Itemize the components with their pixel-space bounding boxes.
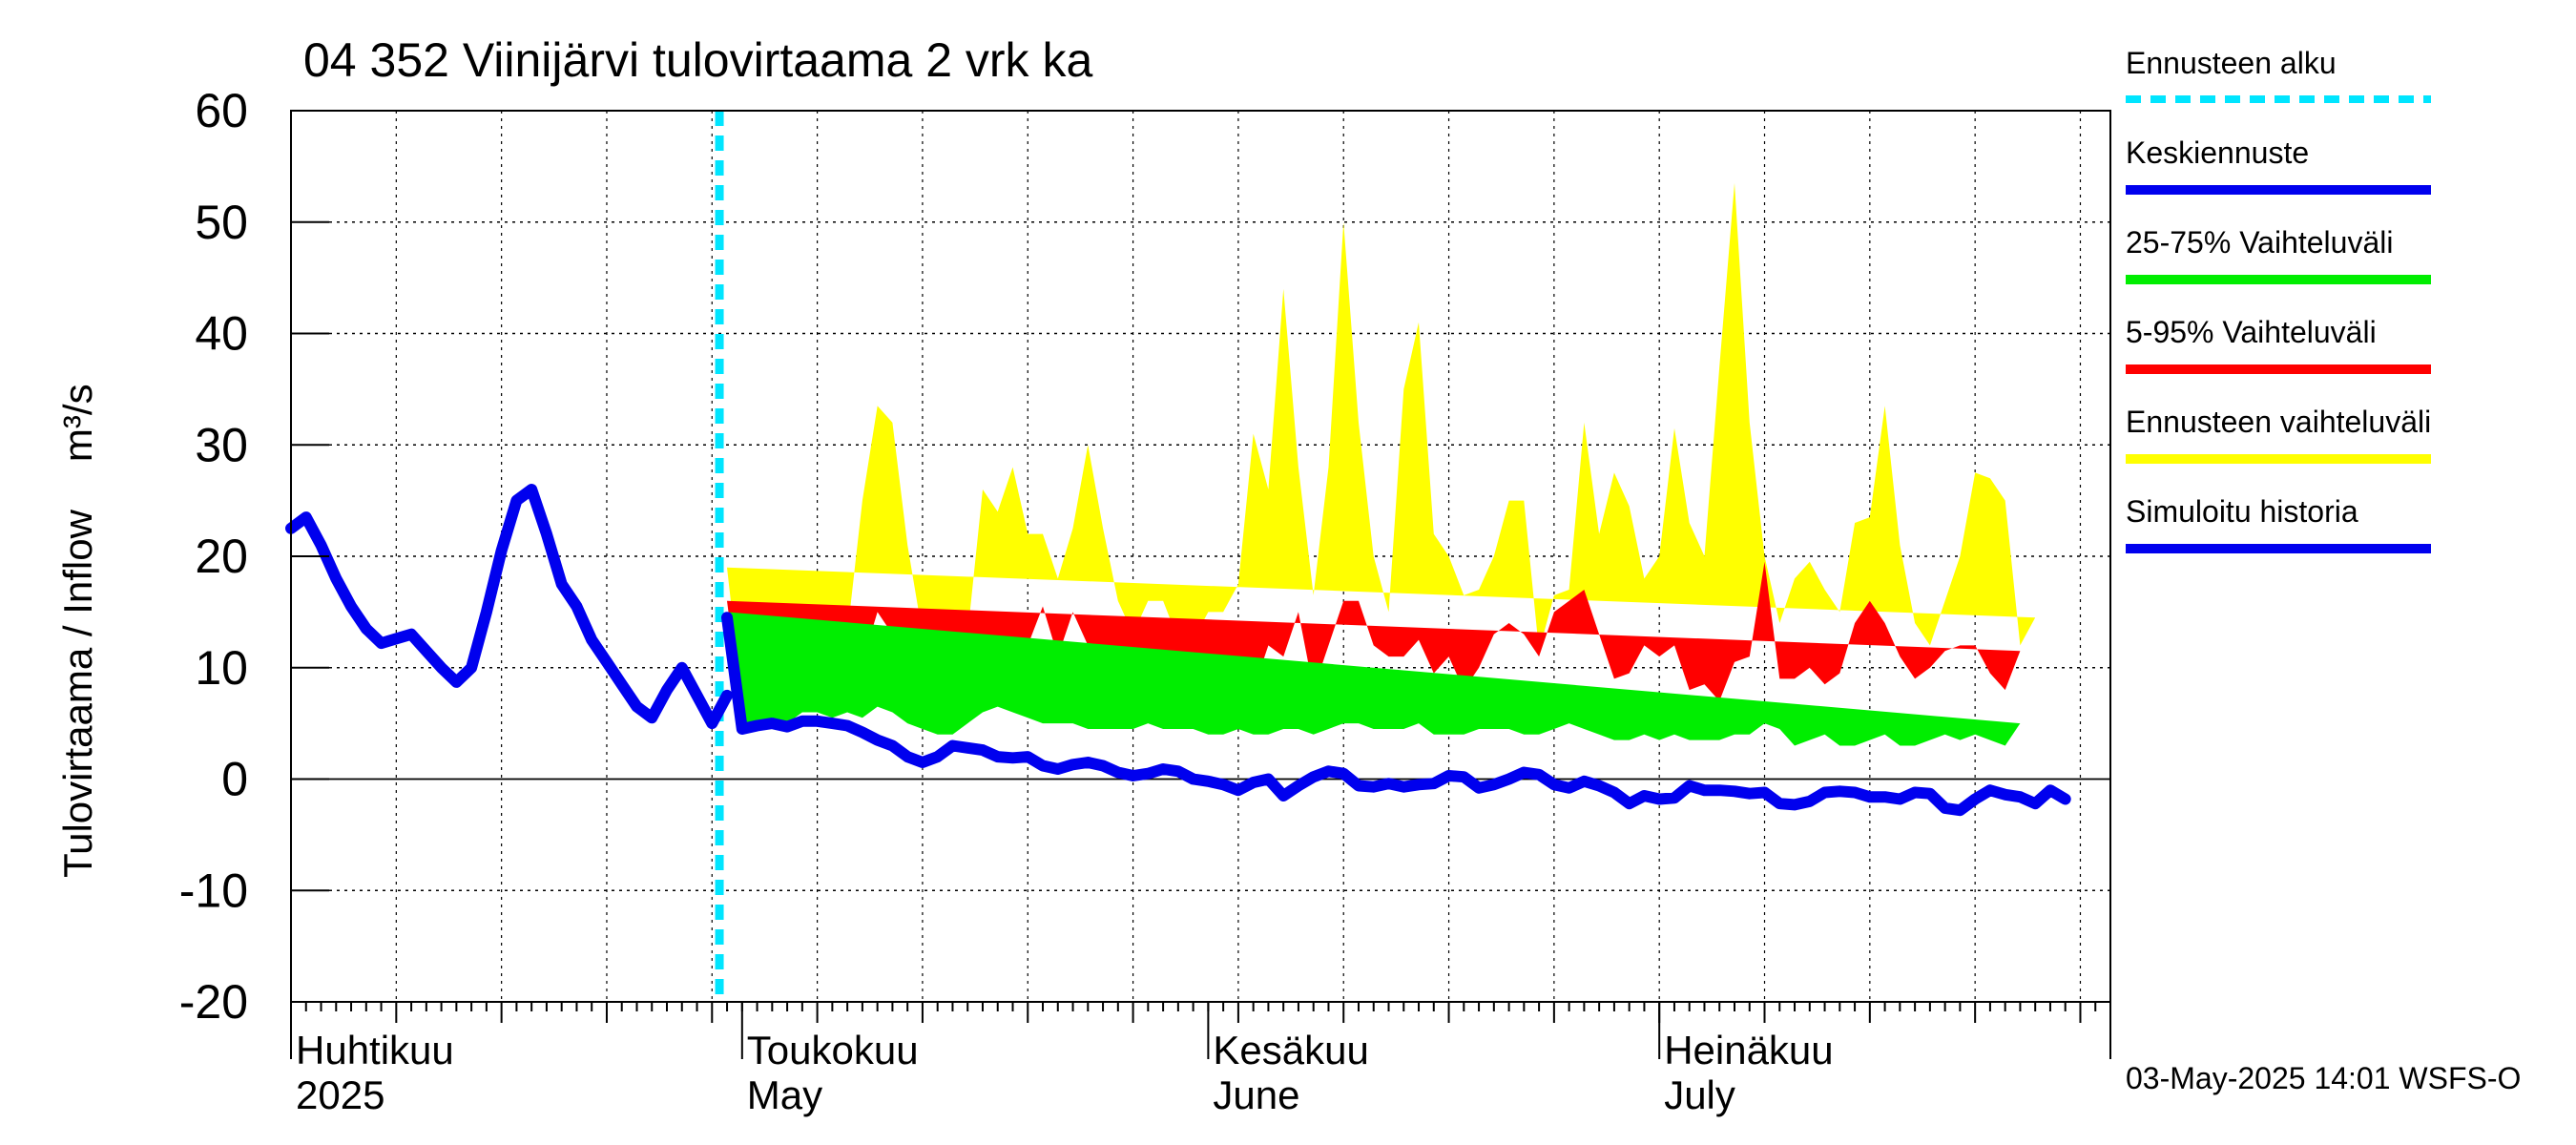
legend-item-25-75: 25-75% Vaihteluväli [2126, 225, 2441, 315]
month-label: Kesäkuu [1213, 1028, 1368, 1072]
legend-label: Keskiennuste [2126, 135, 2310, 170]
month-label: Huhtikuu [296, 1028, 454, 1072]
legend-swatch [2126, 275, 2431, 284]
y-tick-label: -20 [179, 975, 248, 1029]
month-sublabel: May [747, 1072, 822, 1117]
median-forecast-line [721, 612, 2071, 817]
legend-swatch [2126, 95, 2431, 103]
y-tick-label: 0 [221, 753, 248, 806]
history-line [285, 484, 733, 730]
month-sublabel: June [1213, 1072, 1299, 1117]
legend-label: Ennusteen vaihteluväli [2126, 405, 2432, 439]
month-sublabel: July [1664, 1072, 1735, 1117]
legend-label: 5-95% Vaihteluväli [2126, 315, 2377, 349]
legend-item-full-range: Ennusteen vaihteluväli [2126, 405, 2441, 494]
y-tick-label: 40 [195, 307, 248, 361]
legend-swatch [2126, 544, 2431, 553]
legend-swatch [2126, 185, 2431, 195]
legend-label: Simuloitu historia [2126, 494, 2358, 529]
legend-item-history: Simuloitu historia [2126, 494, 2441, 584]
band-25-75 [727, 612, 2021, 746]
legend: Ennusteen alku Keskiennuste 25-75% Vaiht… [2126, 46, 2441, 584]
band-5-95 [727, 561, 2021, 718]
month-label: Toukokuu [747, 1028, 919, 1072]
legend-swatch [2126, 454, 2431, 464]
y-tick-label: 10 [195, 641, 248, 695]
y-tick-label: 60 [195, 84, 248, 137]
y-axis-label-text: Tulovirtaama / Inflow [55, 510, 100, 878]
y-axis-label: Tulovirtaama / Inflow m³/s [55, 384, 101, 878]
y-tick-label: 30 [195, 418, 248, 471]
legend-item-forecast-start: Ennusteen alku [2126, 46, 2441, 135]
y-tick-label: 20 [195, 530, 248, 583]
legend-item-5-95: 5-95% Vaihteluväli [2126, 315, 2441, 405]
legend-label: Ennusteen alku [2126, 46, 2337, 80]
legend-item-median: Keskiennuste [2126, 135, 2441, 225]
legend-swatch [2126, 364, 2431, 374]
forecast-bands [727, 182, 2036, 746]
y-tick-label: -10 [179, 864, 248, 917]
y-axis-unit: m³/s [55, 384, 100, 463]
band-full-range [727, 182, 2036, 701]
y-tick-label: 50 [195, 196, 248, 249]
timestamp-footer: 03-May-2025 14:01 WSFS-O [2126, 1061, 2522, 1095]
legend-label: 25-75% Vaihteluväli [2126, 225, 2394, 260]
month-label: Heinäkuu [1664, 1028, 1833, 1072]
data-lines [285, 111, 2110, 1002]
month-sublabel: 2025 [296, 1072, 384, 1117]
chart-title: 04 352 Viinijärvi tulovirtaama 2 vrk ka [303, 33, 1093, 87]
